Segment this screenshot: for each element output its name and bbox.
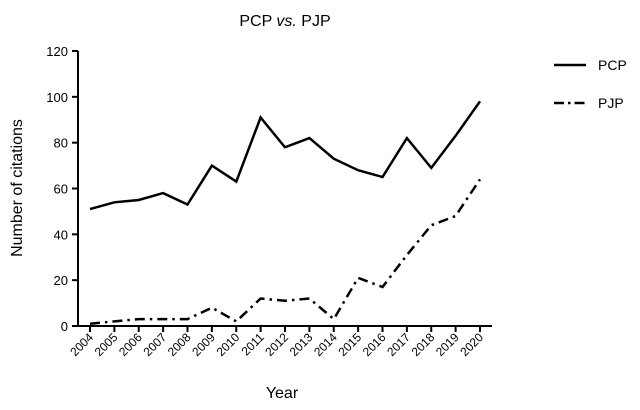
chart-title-italic: vs. bbox=[276, 13, 296, 30]
chart-title-main: PCP bbox=[239, 13, 276, 30]
y-tick-label: 80 bbox=[54, 136, 68, 151]
series-line-pjp bbox=[89, 178, 482, 325]
x-axis-label: Year bbox=[266, 385, 299, 402]
x-tick-label: 2018 bbox=[409, 330, 438, 359]
y-tick-label: 60 bbox=[54, 182, 68, 197]
y-tick-label: 40 bbox=[54, 227, 68, 242]
x-tick-label: 2011 bbox=[239, 330, 267, 358]
x-tick-label: 2009 bbox=[189, 330, 218, 359]
y-tick-label: 100 bbox=[46, 90, 68, 105]
y-tick-label: 0 bbox=[61, 319, 68, 334]
x-tick-label: 2016 bbox=[360, 330, 389, 359]
x-tick-label: 2005 bbox=[92, 330, 121, 359]
y-tick-label: 120 bbox=[46, 44, 68, 59]
chart-title-rest: PJP bbox=[297, 13, 331, 30]
x-axis: 2004200520062007200820092010201120122013… bbox=[67, 325, 492, 359]
x-tick-label: 2012 bbox=[262, 330, 291, 359]
x-tick-label: 2019 bbox=[433, 330, 462, 359]
legend-label-pcp: PCP bbox=[598, 57, 627, 73]
x-tick-label: 2015 bbox=[335, 330, 364, 359]
x-tick-label: 2007 bbox=[140, 330, 169, 359]
x-tick-label: 2013 bbox=[287, 330, 316, 359]
x-tick-label: 2017 bbox=[384, 330, 413, 359]
series-line-pcp bbox=[89, 100, 482, 211]
x-tick-label: 2010 bbox=[214, 330, 243, 359]
x-tick-label: 2006 bbox=[116, 330, 145, 359]
y-axis: 0 20 40 60 80 100 120 bbox=[46, 44, 79, 334]
x-tick-label: 2008 bbox=[165, 330, 194, 359]
legend: PCP PJP bbox=[554, 57, 627, 111]
x-tick-label: 2020 bbox=[457, 330, 486, 359]
legend-label-pjp: PJP bbox=[598, 95, 624, 111]
x-tick-label: 2014 bbox=[311, 330, 340, 359]
series-layer bbox=[89, 100, 482, 325]
x-tick-label: 2004 bbox=[67, 330, 96, 359]
y-tick-label: 20 bbox=[54, 273, 68, 288]
chart-title: PCP vs. PJP bbox=[239, 13, 330, 30]
y-axis-label: Number of citations bbox=[9, 119, 26, 257]
